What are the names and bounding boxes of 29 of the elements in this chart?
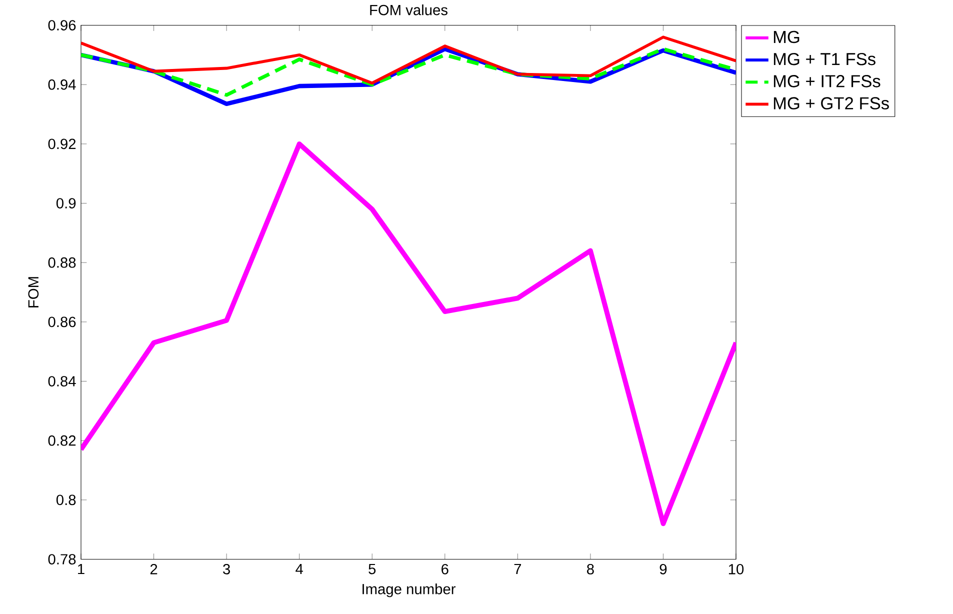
x-axis-title: Image number: [362, 583, 456, 598]
y-tick-label: 0.82: [48, 435, 76, 446]
y-tick-label: 0.86: [48, 316, 76, 327]
y-tick-label: 0.96: [48, 20, 76, 30]
y-tick-label: 0.8: [56, 494, 76, 505]
y-tick-label: 0.78: [48, 554, 76, 564]
x-tick-label: 8: [586, 564, 594, 574]
line-series: [81, 141, 736, 526]
y-tick-label: 0.92: [48, 138, 76, 149]
chart-title: FOM values: [370, 4, 448, 16]
legend-label: MG + GT2 FSs: [774, 97, 889, 110]
legend-label: MG: [774, 30, 800, 43]
y-axis-title: FOM: [28, 277, 39, 308]
x-tick-label: 3: [223, 564, 230, 574]
x-tick-label: 2: [150, 564, 158, 574]
y-tick-label: 0.88: [48, 257, 76, 268]
line-series: [81, 36, 736, 84]
y-tick-label: 0.94: [48, 79, 76, 90]
x-tick-label: 10: [728, 564, 744, 574]
x-tick-label: 5: [368, 564, 376, 574]
legend-label: MG + IT2 FSs: [774, 74, 880, 88]
x-tick-label: 7: [514, 564, 522, 574]
y-tick-label: 0.9: [56, 198, 76, 208]
x-tick-label: 9: [660, 564, 667, 574]
y-tick-label: 0.84: [48, 376, 76, 386]
x-tick-label: 4: [296, 564, 303, 574]
legend-label: MG + T1 FSs: [774, 52, 876, 66]
x-tick-label: 6: [442, 564, 448, 574]
x-tick-label: 1: [78, 564, 84, 574]
